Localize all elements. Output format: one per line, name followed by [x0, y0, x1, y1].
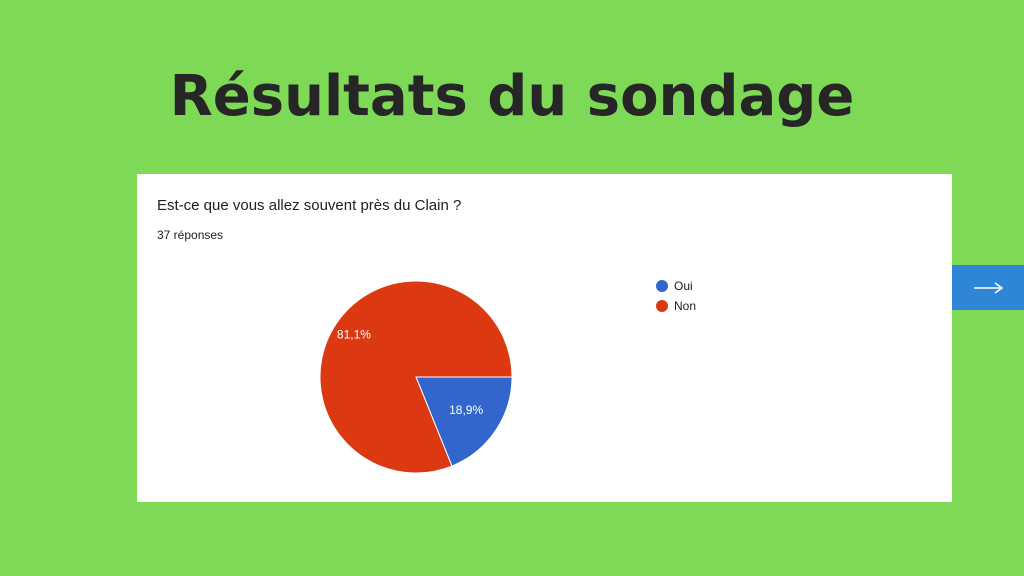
chart-card [137, 174, 952, 502]
legend-swatch [656, 280, 668, 292]
chart-title: Est-ce que vous allez souvent près du Cl… [157, 197, 461, 214]
pie-slice [415, 376, 513, 467]
arrow-head [994, 282, 1004, 294]
slice-label: 81,1% [337, 327, 371, 341]
chart-subtitle: 37 réponses [157, 228, 223, 242]
legend-label: Oui [674, 279, 693, 293]
slide-heading: Résultats du sondage [170, 64, 855, 129]
legend-swatch [656, 300, 668, 312]
pie-slice [319, 280, 513, 474]
next-button[interactable] [952, 265, 1024, 310]
slice-label: 18,9% [449, 403, 483, 417]
legend-label: Non [674, 299, 696, 313]
